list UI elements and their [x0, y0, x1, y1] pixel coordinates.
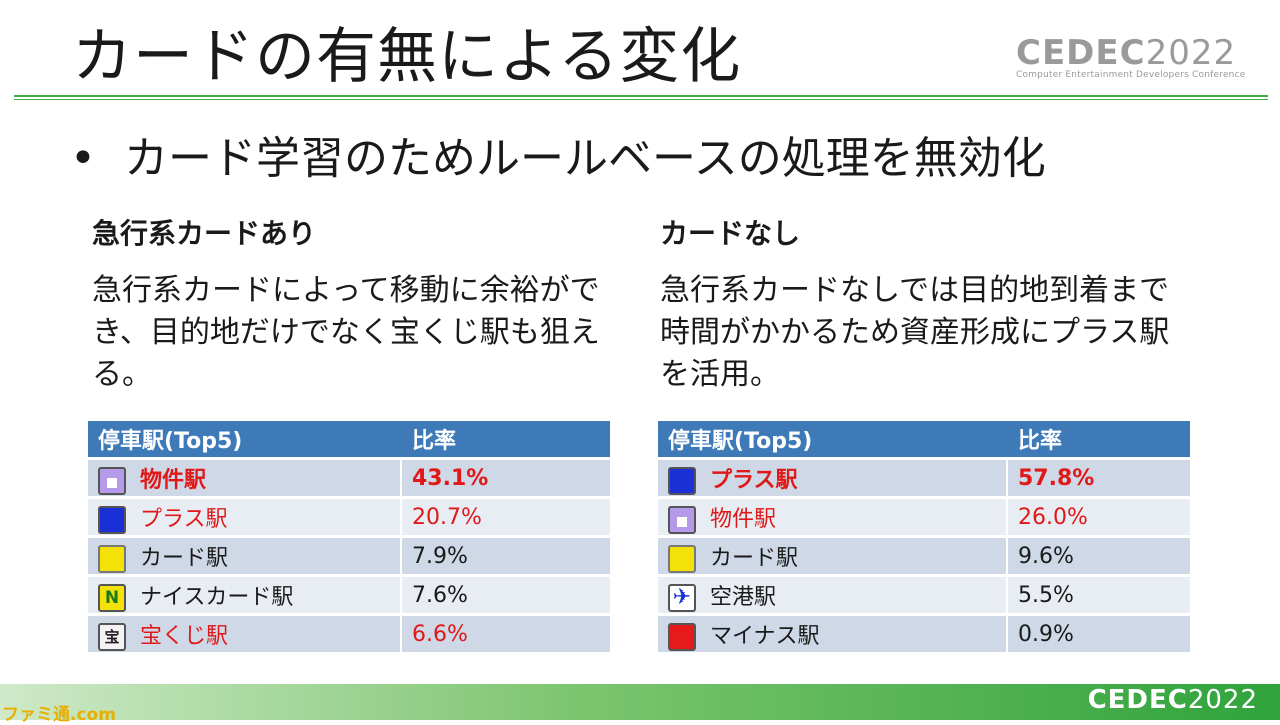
ratio-cell: 5.5% — [1008, 577, 1190, 613]
red-square-icon — [668, 622, 696, 651]
station-cell: プラス駅 — [658, 460, 1008, 496]
ratio-cell: 0.9% — [1008, 616, 1190, 652]
station-name: プラス駅 — [140, 506, 228, 532]
ratio-cell: 7.9% — [402, 538, 610, 574]
n-icon: N — [98, 583, 126, 612]
station-name: 物件駅 — [710, 506, 777, 532]
cedec-logo: CEDEC2022 Computer Entertainment Develop… — [1016, 33, 1246, 80]
table-header-row: 停車駅(Top5) 比率 — [658, 421, 1190, 457]
header-ratio: 比率 — [402, 421, 610, 457]
house-icon — [98, 466, 126, 495]
slide-title: カードの有無による変化 — [72, 22, 742, 92]
station-name: マイナス駅 — [710, 623, 820, 649]
station-cell: 物件駅 — [88, 460, 402, 496]
table-row: 物件駅 26.0% — [658, 499, 1190, 535]
ratio-cell: 9.6% — [1008, 538, 1190, 574]
station-name: 空港駅 — [710, 584, 777, 610]
station-cell: カード駅 — [658, 538, 1008, 574]
station-name: カード駅 — [140, 545, 229, 571]
station-name: カード駅 — [710, 545, 799, 571]
table-header-row: 停車駅(Top5) 比率 — [88, 421, 610, 457]
table-row: 物件駅 43.1% — [88, 460, 610, 496]
station-cell: 物件駅 — [658, 499, 1008, 535]
table-row: プラス駅 20.7% — [88, 499, 610, 535]
station-name: プラス駅 — [710, 467, 798, 493]
logo-wordmark: CEDEC2022 — [1016, 33, 1235, 73]
ratio-cell: 57.8% — [1008, 460, 1190, 496]
header-ratio: 比率 — [1008, 421, 1190, 457]
table-row: カード駅 7.9% — [88, 538, 610, 574]
right-heading: カードなし — [660, 217, 801, 250]
station-cell: カード駅 — [88, 538, 402, 574]
right-station-table: 停車駅(Top5) 比率 プラス駅 57.8% 物件駅 26.0% カード駅 9.6% ✈ 空… — [658, 418, 1190, 655]
station-cell: プラス駅 — [88, 499, 402, 535]
logo-year: 2022 — [1145, 33, 1237, 73]
table-row: カード駅 9.6% — [658, 538, 1190, 574]
title-divider — [14, 95, 1268, 97]
table-row: プラス駅 57.8% — [658, 460, 1190, 496]
bullet-text: カード学習のためルールベースの処理を無効化 — [123, 133, 1046, 184]
watermark: ファミ通.com — [2, 705, 116, 725]
right-description: 急行系カードなしでは目的地到着まで時間がかかるため資産形成にプラス駅を活用。 — [660, 273, 1170, 392]
table-row: マイナス駅 0.9% — [658, 616, 1190, 652]
station-name: 宝くじ駅 — [140, 623, 229, 649]
footer-logo: CEDEC2022 — [1088, 685, 1258, 715]
station-cell: N ナイスカード駅 — [88, 577, 402, 613]
logo-bold: CEDEC — [1016, 33, 1146, 73]
blue-square-icon — [668, 466, 696, 495]
header-station: 停車駅(Top5) — [88, 421, 402, 457]
table-row: N ナイスカード駅 7.6% — [88, 577, 610, 613]
title-divider-thin — [14, 99, 1268, 100]
station-cell: 宝宝くじ駅 — [88, 616, 402, 652]
bullet-marker: • — [70, 133, 96, 184]
yellow-square-icon — [668, 544, 696, 573]
header-station: 停車駅(Top5) — [658, 421, 1008, 457]
blue-square-icon — [98, 505, 126, 534]
ratio-cell: 20.7% — [402, 499, 610, 535]
footer-logo-year: 2022 — [1187, 685, 1258, 715]
station-cell: マイナス駅 — [658, 616, 1008, 652]
airplane-icon: ✈ — [668, 583, 696, 612]
ratio-cell: 26.0% — [1008, 499, 1190, 535]
takara-icon: 宝 — [98, 622, 126, 651]
table-row: ✈ 空港駅 5.5% — [658, 577, 1190, 613]
footer-logo-bold: CEDEC — [1087, 685, 1188, 715]
logo-subtitle: Computer Entertainment Developers Confer… — [1016, 70, 1246, 80]
station-cell: ✈ 空港駅 — [658, 577, 1008, 613]
station-name: 物件駅 — [140, 467, 207, 493]
left-heading: 急行系カードあり — [92, 217, 317, 250]
ratio-cell: 43.1% — [402, 460, 610, 496]
left-station-table: 停車駅(Top5) 比率 物件駅 43.1% プラス駅 20.7% カード駅 7.9% N ナ… — [88, 418, 610, 655]
ratio-cell: 6.6% — [402, 616, 610, 652]
footer-bar: CEDEC2022 — [0, 684, 1280, 720]
station-name: ナイスカード駅 — [140, 584, 294, 610]
main-bullet: • カード学習のためルールベースの処理を無効化 — [70, 122, 1046, 186]
table-row: 宝宝くじ駅 6.6% — [88, 616, 610, 652]
yellow-square-icon — [98, 544, 126, 573]
ratio-cell: 7.6% — [402, 577, 610, 613]
house-icon — [668, 505, 696, 534]
left-description: 急行系カードによって移動に余裕ができ、目的地だけでなく宝くじ駅も狙える。 — [92, 273, 600, 392]
